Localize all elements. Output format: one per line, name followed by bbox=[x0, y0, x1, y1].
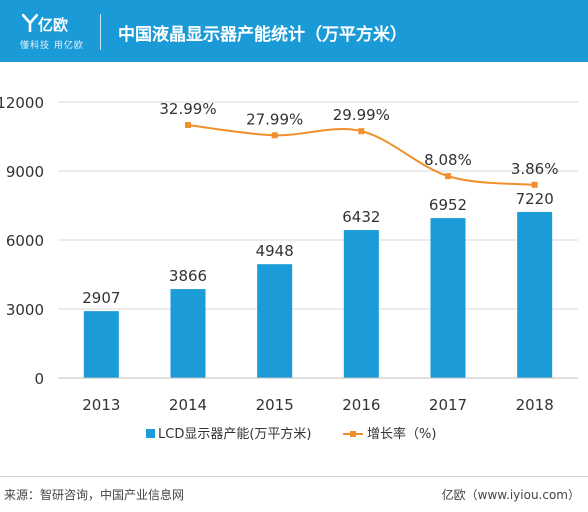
header-banner: 亿欧 懂科技 用亿欧 中国液晶显示器产能统计（万平方米） bbox=[0, 0, 588, 62]
x-tick-label: 2015 bbox=[256, 396, 294, 414]
line-point-marker bbox=[358, 128, 365, 135]
line-value-label: 8.08% bbox=[424, 151, 472, 169]
legend-line-label: 增长率（%) bbox=[367, 426, 436, 442]
x-tick-label: 2016 bbox=[342, 396, 380, 414]
bar-value-label: 2907 bbox=[82, 289, 120, 307]
x-tick-label: 2013 bbox=[82, 396, 120, 414]
legend: LCD显示器产能(万平方米) 增长率（%) bbox=[146, 426, 436, 442]
x-tick-label: 2014 bbox=[169, 396, 207, 414]
bar-value-label: 6952 bbox=[429, 196, 467, 214]
x-tick-label: 2018 bbox=[516, 396, 554, 414]
y-tick-label: 0 bbox=[34, 370, 44, 388]
line-point-marker bbox=[445, 173, 451, 180]
bar-value-label: 6432 bbox=[342, 208, 380, 226]
logo-name: 亿欧 bbox=[38, 16, 69, 34]
bar bbox=[343, 230, 379, 378]
chart-title: 中国液晶显示器产能统计（万平方米） bbox=[118, 25, 407, 45]
gridlines bbox=[58, 101, 578, 310]
bar-labels: 2907 3866 4948 6432 6952 7220 bbox=[82, 190, 554, 307]
line-value-label: 29.99% bbox=[333, 106, 390, 124]
legend-bar-label: LCD显示器产能(万平方米) bbox=[158, 426, 311, 442]
bar bbox=[517, 211, 553, 378]
brand-credit: 亿欧（www.iyiou.com） bbox=[441, 488, 580, 502]
x-tick-label: 2017 bbox=[429, 396, 467, 414]
y-axis: 0 3000 6000 9000 12000 bbox=[0, 94, 44, 388]
chart: 0 3000 6000 9000 12000 2907 3866 4948 6432 6952 7… bbox=[0, 94, 578, 442]
y-tick-label: 6000 bbox=[6, 232, 44, 250]
legend-line-marker bbox=[350, 431, 356, 437]
line-value-label: 3.86% bbox=[511, 160, 559, 178]
bar bbox=[170, 289, 206, 378]
logo-slogan: 懂科技 用亿欧 bbox=[20, 41, 84, 51]
bar bbox=[430, 218, 466, 378]
line-point-marker bbox=[531, 181, 538, 188]
line-labels: 32.99% 27.99% 29.99% 8.08% 3.86% bbox=[159, 100, 558, 178]
line-point-marker bbox=[185, 122, 191, 128]
source-note: 来源：智研咨询，中国产业信息网 bbox=[4, 488, 185, 502]
line-series bbox=[185, 122, 538, 188]
bar bbox=[257, 264, 293, 378]
bar-value-label: 4948 bbox=[256, 242, 294, 260]
x-axis: 2013 2014 2015 2016 2017 2018 bbox=[58, 377, 578, 414]
bar bbox=[83, 311, 119, 378]
y-tick-label: 12000 bbox=[0, 94, 44, 112]
line-value-label: 32.99% bbox=[159, 100, 216, 118]
footer-divider bbox=[0, 476, 588, 477]
line-value-label: 27.99% bbox=[246, 110, 303, 128]
bar-value-label: 7220 bbox=[516, 190, 554, 208]
bar-series bbox=[83, 211, 553, 378]
line-point-marker bbox=[271, 132, 278, 139]
header-divider bbox=[100, 14, 101, 50]
y-tick-label: 9000 bbox=[6, 163, 44, 181]
legend-bar-swatch bbox=[146, 429, 155, 438]
bar-value-label: 3866 bbox=[169, 267, 207, 285]
y-tick-label: 3000 bbox=[6, 301, 44, 319]
yiou-logo-icon bbox=[22, 14, 38, 32]
